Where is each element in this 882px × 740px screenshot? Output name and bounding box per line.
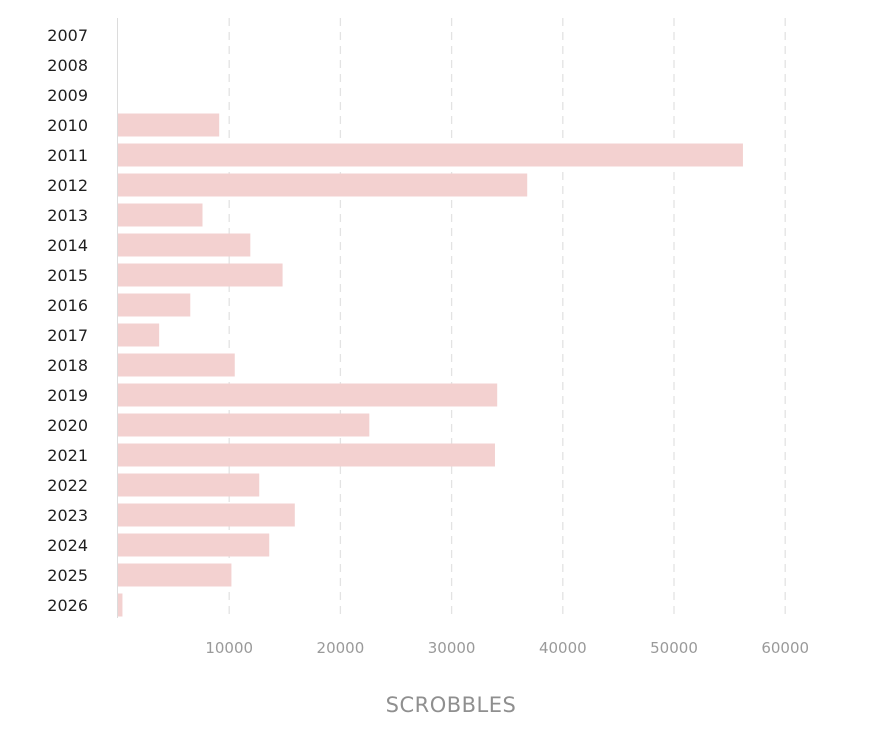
bar-2020[interactable] — [118, 413, 370, 437]
year-label-2020: 2020 — [47, 416, 88, 435]
year-label-2017: 2017 — [47, 326, 88, 345]
year-label-2007: 2007 — [47, 26, 88, 45]
year-label-2025: 2025 — [47, 566, 88, 585]
x-tick-label: 50000 — [650, 639, 698, 657]
year-label-2011: 2011 — [47, 146, 88, 165]
year-label-2014: 2014 — [47, 236, 88, 255]
bar-2012[interactable] — [118, 173, 528, 197]
bar-2017[interactable] — [118, 323, 160, 347]
bars — [118, 113, 743, 617]
year-label-2013: 2013 — [47, 206, 88, 225]
bar-2024[interactable] — [118, 533, 270, 557]
year-label-2023: 2023 — [47, 506, 88, 525]
bar-2019[interactable] — [118, 383, 498, 407]
year-label-2018: 2018 — [47, 356, 88, 375]
year-label-2016: 2016 — [47, 296, 88, 315]
x-tick-label: 20000 — [317, 639, 365, 657]
bar-2018[interactable] — [118, 353, 235, 377]
bar-2025[interactable] — [118, 563, 232, 587]
bar-2026[interactable] — [118, 593, 123, 617]
bar-2021[interactable] — [118, 443, 495, 467]
year-label-2015: 2015 — [47, 266, 88, 285]
bar-2014[interactable] — [118, 233, 251, 257]
year-label-2019: 2019 — [47, 386, 88, 405]
year-label-2026: 2026 — [47, 596, 88, 615]
x-tick-label: 30000 — [428, 639, 476, 657]
year-label-2024: 2024 — [47, 536, 88, 555]
grid-lines — [228, 18, 786, 618]
bar-2023[interactable] — [118, 503, 295, 527]
year-label-2021: 2021 — [47, 446, 88, 465]
bar-2010[interactable] — [118, 113, 220, 137]
year-labels: 2007 2008 2009 2010 2011 2012 2013 2014 2015 2016… — [47, 26, 88, 615]
bar-2016[interactable] — [118, 293, 191, 317]
year-label-2008: 2008 — [47, 56, 88, 75]
bar-2011[interactable] — [118, 143, 743, 167]
bar-2015[interactable] — [118, 263, 283, 287]
x-tick-label: 40000 — [539, 639, 587, 657]
year-label-2010: 2010 — [47, 116, 88, 135]
year-label-2022: 2022 — [47, 476, 88, 495]
year-label-2009: 2009 — [47, 86, 88, 105]
year-label-2012: 2012 — [47, 176, 88, 195]
x-tick-label: 10000 — [205, 639, 253, 657]
x-axis-title: SCROBBLES — [386, 693, 517, 717]
x-tick-label: 60000 — [761, 639, 809, 657]
bar-2013[interactable] — [118, 203, 203, 227]
bar-2022[interactable] — [118, 473, 260, 497]
x-tick-labels: 10000 20000 30000 40000 50000 60000 — [205, 639, 809, 657]
